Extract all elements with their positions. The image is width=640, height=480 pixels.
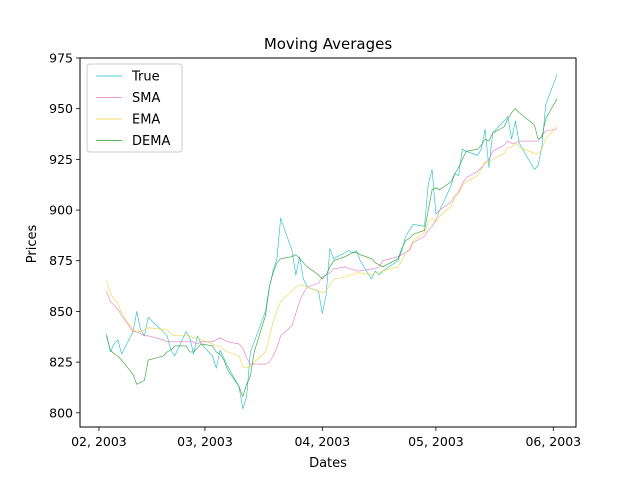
- x-tick-label: 06, 2003: [525, 434, 581, 449]
- chart-title: Moving Averages: [264, 35, 393, 53]
- y-tick-label: 900: [49, 203, 73, 218]
- series-line-dema: [106, 98, 558, 397]
- x-tick-label: 02, 2003: [71, 434, 127, 449]
- y-tick-label: 850: [49, 304, 73, 319]
- legend-box: [86, 63, 183, 153]
- x-tick-label: 03, 2003: [177, 434, 233, 449]
- series-line-ema: [106, 126, 558, 369]
- series-layer: [106, 74, 558, 410]
- legend-label-dema: DEMA: [132, 134, 170, 149]
- x-tick-label: 04, 2003: [294, 434, 350, 449]
- x-tick-label: 05, 2003: [408, 434, 464, 449]
- y-tick-label: 825: [49, 355, 73, 370]
- series-line-true: [106, 74, 558, 410]
- y-tick-label: 975: [49, 51, 73, 66]
- legend-label-ema: EMA: [132, 113, 160, 128]
- legend-label-sma: SMA: [132, 91, 160, 106]
- x-axis-label: Dates: [309, 456, 347, 471]
- plot-frame: [79, 57, 577, 428]
- y-tick-label: 800: [49, 405, 73, 420]
- y-axis-label: Prices: [25, 225, 40, 264]
- axes-layer: 800 825 850 875 900 925 950 975 02, 2003 03, 2003…: [49, 51, 581, 450]
- legend: True SMA EMA DEMA: [86, 63, 183, 153]
- legend-label-true: True: [131, 70, 160, 85]
- y-tick-label: 925: [49, 152, 73, 167]
- y-tick-label: 950: [49, 101, 73, 116]
- y-tick-label: 875: [49, 253, 73, 268]
